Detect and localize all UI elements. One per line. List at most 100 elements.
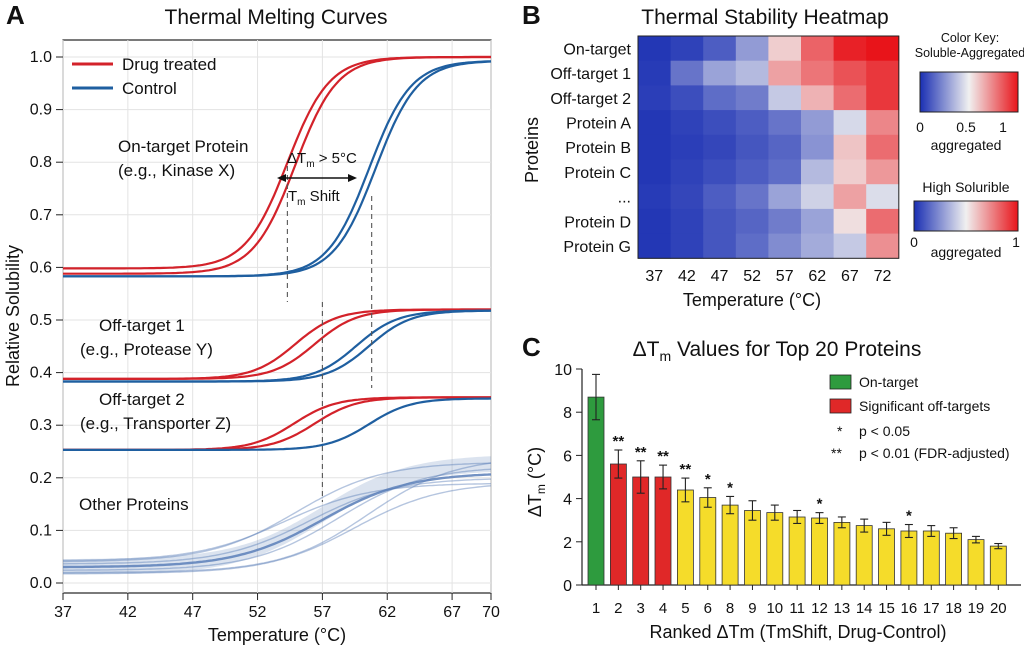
heatmap-cell bbox=[670, 159, 704, 185]
heatmap-row-label: Protein A bbox=[566, 115, 631, 132]
off-target-1-example: (e.g., Protease Y) bbox=[80, 340, 213, 359]
off-target-1-label: Off-target 1 bbox=[99, 316, 185, 335]
drug-curve bbox=[63, 55, 491, 275]
heatmap-cell bbox=[833, 110, 867, 136]
heatmap-cell bbox=[866, 134, 900, 160]
x-tick-label: 13 bbox=[834, 600, 851, 617]
heatmap-cell bbox=[768, 159, 802, 185]
panel-c-legend: On-target Significant off-targets * p < … bbox=[829, 374, 1010, 461]
other-proteins-label: Other Proteins bbox=[79, 495, 189, 514]
delta-tm-bar bbox=[677, 489, 694, 586]
y-tick-label: 0.7 bbox=[30, 207, 52, 224]
heatmap-cell bbox=[768, 110, 802, 136]
x-tick-label: 9 bbox=[748, 600, 756, 617]
heatmap-column-labels: 37 42 47 52 57 62 67 72 bbox=[645, 268, 891, 285]
other-proteins-band-area bbox=[63, 456, 491, 575]
panel-c-title: ΔTm Values for Top 20 Proteins bbox=[633, 338, 922, 364]
color-key-1-tick-1: 1 bbox=[999, 119, 1007, 135]
heatmap-cell bbox=[670, 110, 704, 136]
delta-tm-bar bbox=[922, 530, 940, 586]
sig-note-1-text: p < 0.05 bbox=[859, 423, 910, 439]
delta-tm-arrow-left-head bbox=[277, 174, 286, 182]
heatmap-cell bbox=[801, 184, 834, 210]
heatmap-cell bbox=[670, 85, 704, 111]
heatmap-row-label: On-target bbox=[563, 41, 631, 58]
color-key-2-label: aggregated bbox=[931, 244, 1002, 260]
delta-tm-bar bbox=[788, 516, 806, 586]
heatmap-cell bbox=[866, 208, 900, 234]
significance-mark: ** bbox=[657, 448, 669, 465]
heatmap-column-label: 42 bbox=[678, 268, 696, 285]
y-tick-label: 0.5 bbox=[30, 312, 52, 329]
color-key-1-gradient bbox=[919, 71, 1019, 113]
heatmap-cell bbox=[866, 233, 900, 259]
heatmap-cell bbox=[638, 208, 671, 234]
heatmap-cell bbox=[866, 36, 900, 62]
other-protein-curve bbox=[63, 462, 492, 563]
y-tick-label: 0.8 bbox=[30, 154, 52, 171]
heatmap-column-label: 62 bbox=[808, 268, 826, 285]
y-tick-label: 0.3 bbox=[30, 417, 52, 434]
panel-a-y-ticks: 0.0 0.1 0.2 0.3 0.4 0.5 0.6 0.7 0.8 0.9 1.0 bbox=[30, 49, 63, 592]
heatmap-cell bbox=[866, 159, 900, 185]
heatmap-cell bbox=[735, 159, 769, 185]
delta-tm-annotation: ΔTm > 5°C Tm Shift bbox=[277, 150, 357, 208]
heatmap-cell bbox=[638, 233, 671, 259]
other-protein-curve bbox=[63, 462, 492, 574]
other-protein-curve bbox=[63, 468, 492, 571]
heatmap-cell bbox=[801, 159, 834, 185]
panel-c-y-label: ΔTm (°C) bbox=[525, 447, 548, 517]
heatmap-cell bbox=[735, 184, 769, 210]
delta-tm-bar bbox=[833, 522, 851, 586]
other-protein-curve bbox=[63, 485, 492, 575]
y-tick-label: 0.2 bbox=[30, 470, 52, 487]
sig-note-1-mark: * bbox=[837, 423, 843, 439]
heatmap-cell bbox=[801, 85, 834, 111]
x-tick-label: 62 bbox=[378, 604, 396, 621]
heatmap-cell bbox=[703, 36, 737, 62]
heatmap-cell bbox=[866, 184, 900, 210]
heatmap-cell bbox=[801, 134, 834, 160]
heatmap-cell bbox=[768, 60, 802, 86]
off-target-2-label: Off-target 2 bbox=[99, 390, 185, 409]
significance-mark: * bbox=[705, 471, 711, 488]
y-tick-label: 10 bbox=[554, 362, 572, 379]
delta-tm-text: ΔTm > 5°C bbox=[287, 150, 357, 170]
color-key-2-tick-0: 0 bbox=[910, 234, 918, 250]
tm-guide-lines bbox=[286, 166, 373, 502]
heatmap-column-label: 72 bbox=[874, 268, 892, 285]
legend-off-target-label: Significant off-targets bbox=[859, 398, 990, 414]
heatmap-cell bbox=[703, 134, 737, 160]
heatmap-column-label: 37 bbox=[645, 268, 663, 285]
panel-a-grid bbox=[62, 40, 492, 593]
delta-tm-bar bbox=[766, 512, 784, 586]
x-tick-label: 2 bbox=[614, 600, 622, 617]
delta-tm-bar bbox=[855, 525, 873, 586]
delta-tm-bar bbox=[945, 532, 962, 586]
panel-b-heatmap: B Thermal Stability Heatmap On-target Off… bbox=[522, 0, 1024, 310]
sig-note-2-text: p < 0.01 (FDR-adjusted) bbox=[859, 445, 1010, 461]
panel-a-legend: Drug treated Control bbox=[72, 55, 217, 98]
delta-tm-bar bbox=[811, 517, 828, 586]
heatmap-cell bbox=[670, 60, 704, 86]
significance-mark: * bbox=[906, 508, 912, 525]
heatmap-cell bbox=[735, 110, 769, 136]
tm-shift-text: Tm Shift bbox=[288, 188, 341, 208]
heatmap-cell bbox=[768, 233, 802, 259]
delta-tm-bar bbox=[721, 504, 739, 586]
color-key-2-title: High Solurible bbox=[922, 179, 1009, 195]
y-tick-label: 1.0 bbox=[30, 49, 52, 66]
color-key-2-gradient bbox=[913, 200, 1019, 232]
heatmap-cell bbox=[670, 208, 704, 234]
heatmap-cell bbox=[670, 233, 704, 259]
other-protein-curve bbox=[63, 473, 492, 569]
heatmap-row-label: Off-target 2 bbox=[550, 91, 631, 108]
other-proteins-band bbox=[63, 456, 492, 575]
x-tick-label: 12 bbox=[811, 600, 828, 617]
heatmap-cell bbox=[670, 134, 704, 160]
panel-c-x-ticks: 1 2 3 4 5 6 8 9 10 11 12 13 14 15 16 17 18 19 20 bbox=[592, 585, 1007, 617]
heatmap-cell bbox=[801, 233, 834, 259]
heatmap-cell bbox=[768, 134, 802, 160]
heatmap-cell bbox=[735, 36, 769, 62]
delta-tm-bar bbox=[900, 530, 918, 586]
